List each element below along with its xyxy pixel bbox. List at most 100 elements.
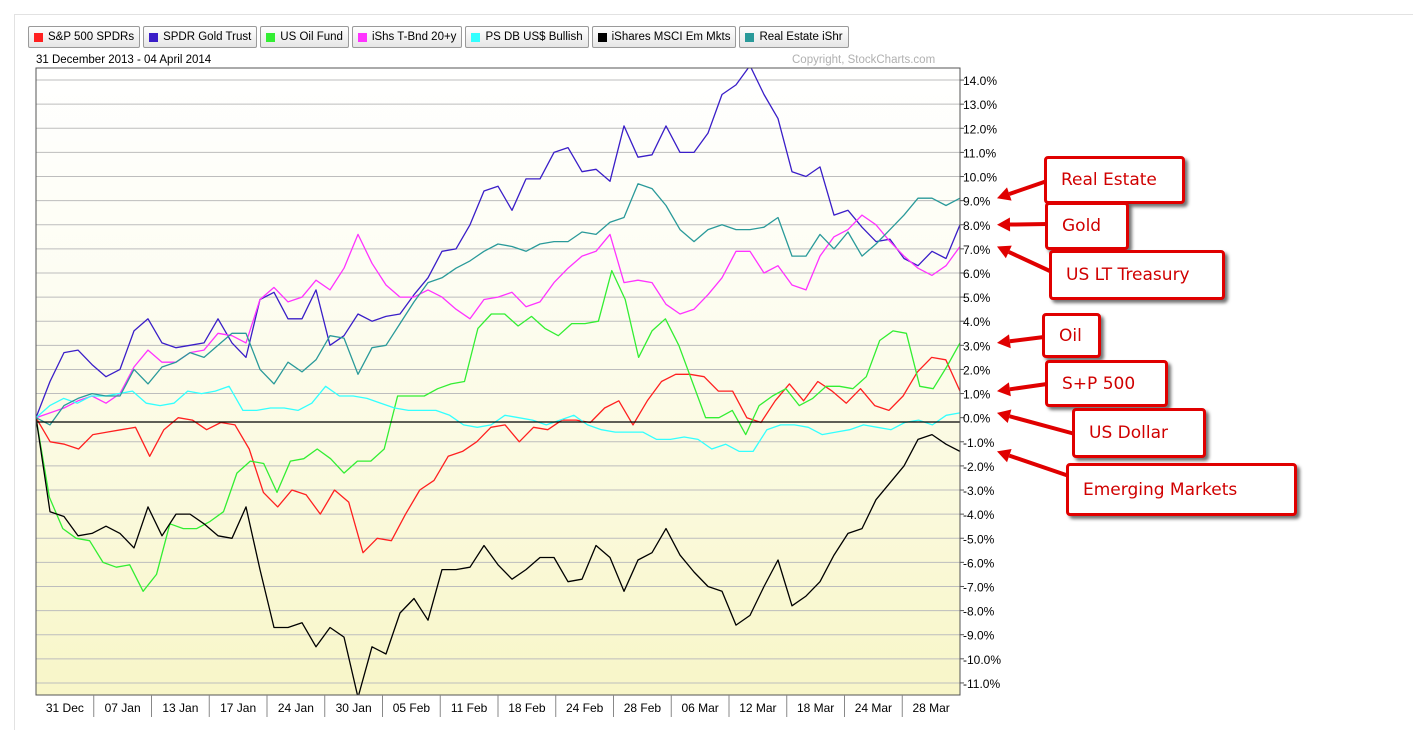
grid-lines bbox=[36, 79, 960, 684]
y-tick-label: 1.0% bbox=[963, 388, 991, 402]
x-tick-label: 17 Jan bbox=[220, 701, 256, 715]
callout-us-dollar: US Dollar bbox=[1072, 408, 1206, 458]
y-tick-label: 14.0% bbox=[963, 74, 997, 88]
x-tick-label: 12 Mar bbox=[739, 701, 776, 715]
y-tick-label: -11.0% bbox=[963, 677, 1000, 691]
y-tick-label: -6.0% bbox=[963, 556, 995, 570]
legend-swatch bbox=[597, 32, 607, 42]
legend-item[interactable]: US Oil Fund bbox=[260, 26, 349, 48]
series-line-0 bbox=[36, 356, 960, 554]
callout-arrow-head bbox=[997, 409, 1012, 424]
legend-label: Real Estate iShr bbox=[759, 31, 843, 43]
x-tick-label: 13 Jan bbox=[162, 701, 198, 715]
legend-label: S&P 500 SPDRs bbox=[48, 31, 135, 43]
x-tick-label: 24 Feb bbox=[566, 701, 604, 715]
callout-us-lt-treasury: US LT Treasury bbox=[1049, 250, 1225, 300]
legend-item[interactable]: S&P 500 SPDRs bbox=[28, 26, 141, 48]
legend-item[interactable]: PS DB US$ Bullish bbox=[465, 26, 589, 48]
callout-arrow-shaft bbox=[1008, 453, 1070, 478]
date-range-label: 31 December 2013 - 04 April 2014 bbox=[36, 54, 212, 66]
legend-label: SPDR Gold Trust bbox=[163, 31, 252, 43]
x-tick-label: 28 Feb bbox=[624, 701, 662, 715]
callout-gold: Gold bbox=[1045, 202, 1129, 250]
x-tick-label: 05 Feb bbox=[393, 701, 431, 715]
x-tick-label: 28 Mar bbox=[912, 701, 949, 715]
legend-label: iShares MSCI Em Mkts bbox=[611, 31, 731, 43]
plot-background bbox=[36, 68, 960, 695]
legend-swatch bbox=[34, 32, 43, 42]
y-tick-label: 9.0% bbox=[963, 195, 991, 209]
y-tick-label: 2.0% bbox=[963, 363, 991, 377]
callout-arrow-shaft bbox=[1007, 250, 1053, 274]
callout-arrows bbox=[997, 179, 1076, 478]
callout-arrow-head bbox=[997, 382, 1011, 397]
y-tick-label: 12.0% bbox=[963, 122, 997, 136]
legend-swatch bbox=[745, 32, 755, 42]
x-tick-label: 31 Dec bbox=[46, 701, 84, 715]
y-tick-label: 5.0% bbox=[963, 291, 991, 305]
callout-arrow-shaft bbox=[1009, 335, 1045, 344]
series-line-4 bbox=[36, 385, 960, 453]
x-tick-label: 24 Mar bbox=[855, 701, 892, 715]
x-tick-label: 11 Feb bbox=[451, 701, 488, 715]
series-line-1 bbox=[36, 68, 960, 418]
y-tick-label: -7.0% bbox=[963, 580, 995, 594]
legend-swatch bbox=[471, 32, 481, 42]
legend-label: iShs T-Bnd 20+y bbox=[371, 31, 457, 43]
y-tick-label: 4.0% bbox=[963, 315, 991, 329]
x-tick-label: 06 Mar bbox=[681, 701, 718, 715]
y-tick-label: 8.0% bbox=[963, 219, 991, 233]
y-tick-label: -9.0% bbox=[963, 629, 995, 643]
series-line-6 bbox=[36, 183, 960, 426]
y-tick-label: 0.0% bbox=[963, 412, 991, 426]
legend-label: US Oil Fund bbox=[280, 31, 343, 43]
x-axis-ticks: 31 Dec 07 Jan 13 Jan 17 Jan 24 Jan 30 Jan 05 F… bbox=[46, 695, 950, 717]
x-tick-label: 18 Feb bbox=[508, 701, 546, 715]
x-tick-label: 18 Mar bbox=[797, 701, 834, 715]
callout-sp500: S+P 500 bbox=[1045, 360, 1168, 407]
x-tick-label: 07 Jan bbox=[105, 701, 141, 715]
callout-arrow-shaft bbox=[1009, 222, 1049, 227]
y-tick-label: 3.0% bbox=[963, 339, 991, 353]
callout-arrow-head bbox=[997, 217, 1011, 232]
y-tick-label: -8.0% bbox=[963, 605, 995, 619]
y-tick-label: -5.0% bbox=[963, 532, 995, 546]
legend: S&P 500 SPDRs SPDR Gold Trust US Oil Fund i… bbox=[28, 26, 849, 48]
callout-arrow-shaft bbox=[1009, 414, 1076, 436]
series-line-5 bbox=[36, 417, 960, 695]
series-line-2 bbox=[36, 269, 960, 592]
legend-label: PS DB US$ Bullish bbox=[485, 31, 583, 43]
legend-swatch bbox=[149, 32, 159, 42]
callout-arrow-head bbox=[997, 187, 1012, 201]
y-tick-label: 10.0% bbox=[963, 171, 997, 185]
legend-item[interactable]: Real Estate iShr bbox=[739, 26, 849, 48]
callout-arrow-head bbox=[997, 245, 1012, 259]
y-tick-label: -2.0% bbox=[963, 460, 995, 474]
y-tick-label: 13.0% bbox=[963, 98, 997, 112]
legend-swatch bbox=[357, 32, 367, 42]
legend-item[interactable]: SPDR Gold Trust bbox=[143, 26, 258, 48]
x-tick-label: 24 Jan bbox=[278, 701, 314, 715]
copyright-label: Copyright, StockCharts.com bbox=[792, 54, 936, 66]
callout-real-estate: Real Estate bbox=[1044, 156, 1185, 204]
y-tick-label: 6.0% bbox=[963, 267, 991, 281]
y-tick-label: 7.0% bbox=[963, 243, 991, 257]
legend-item[interactable]: iShs T-Bnd 20+y bbox=[351, 26, 463, 48]
callout-arrow-head bbox=[997, 334, 1011, 349]
y-axis-ticks: 14.0% 13.0% 12.0% 11.0% 10.0% 9.0% 8.0% 7.0% 6.0… bbox=[960, 74, 1001, 691]
series-lines bbox=[36, 68, 960, 695]
x-tick-label: 30 Jan bbox=[336, 701, 372, 715]
callout-arrow-shaft bbox=[1009, 382, 1048, 392]
y-tick-label: -1.0% bbox=[963, 436, 995, 450]
callout-emerging-markets: Emerging Markets bbox=[1066, 463, 1297, 516]
callout-oil: Oil bbox=[1042, 313, 1101, 358]
y-tick-label: 11.0% bbox=[963, 146, 996, 160]
callout-arrow-head bbox=[997, 449, 1012, 463]
y-tick-label: -10.0% bbox=[963, 653, 1001, 667]
legend-swatch bbox=[266, 32, 276, 42]
legend-item[interactable]: iShares MSCI Em Mkts bbox=[591, 26, 737, 48]
y-tick-label: -4.0% bbox=[963, 508, 995, 522]
callout-arrow-shaft bbox=[1008, 179, 1048, 196]
y-tick-label: -3.0% bbox=[963, 484, 995, 498]
